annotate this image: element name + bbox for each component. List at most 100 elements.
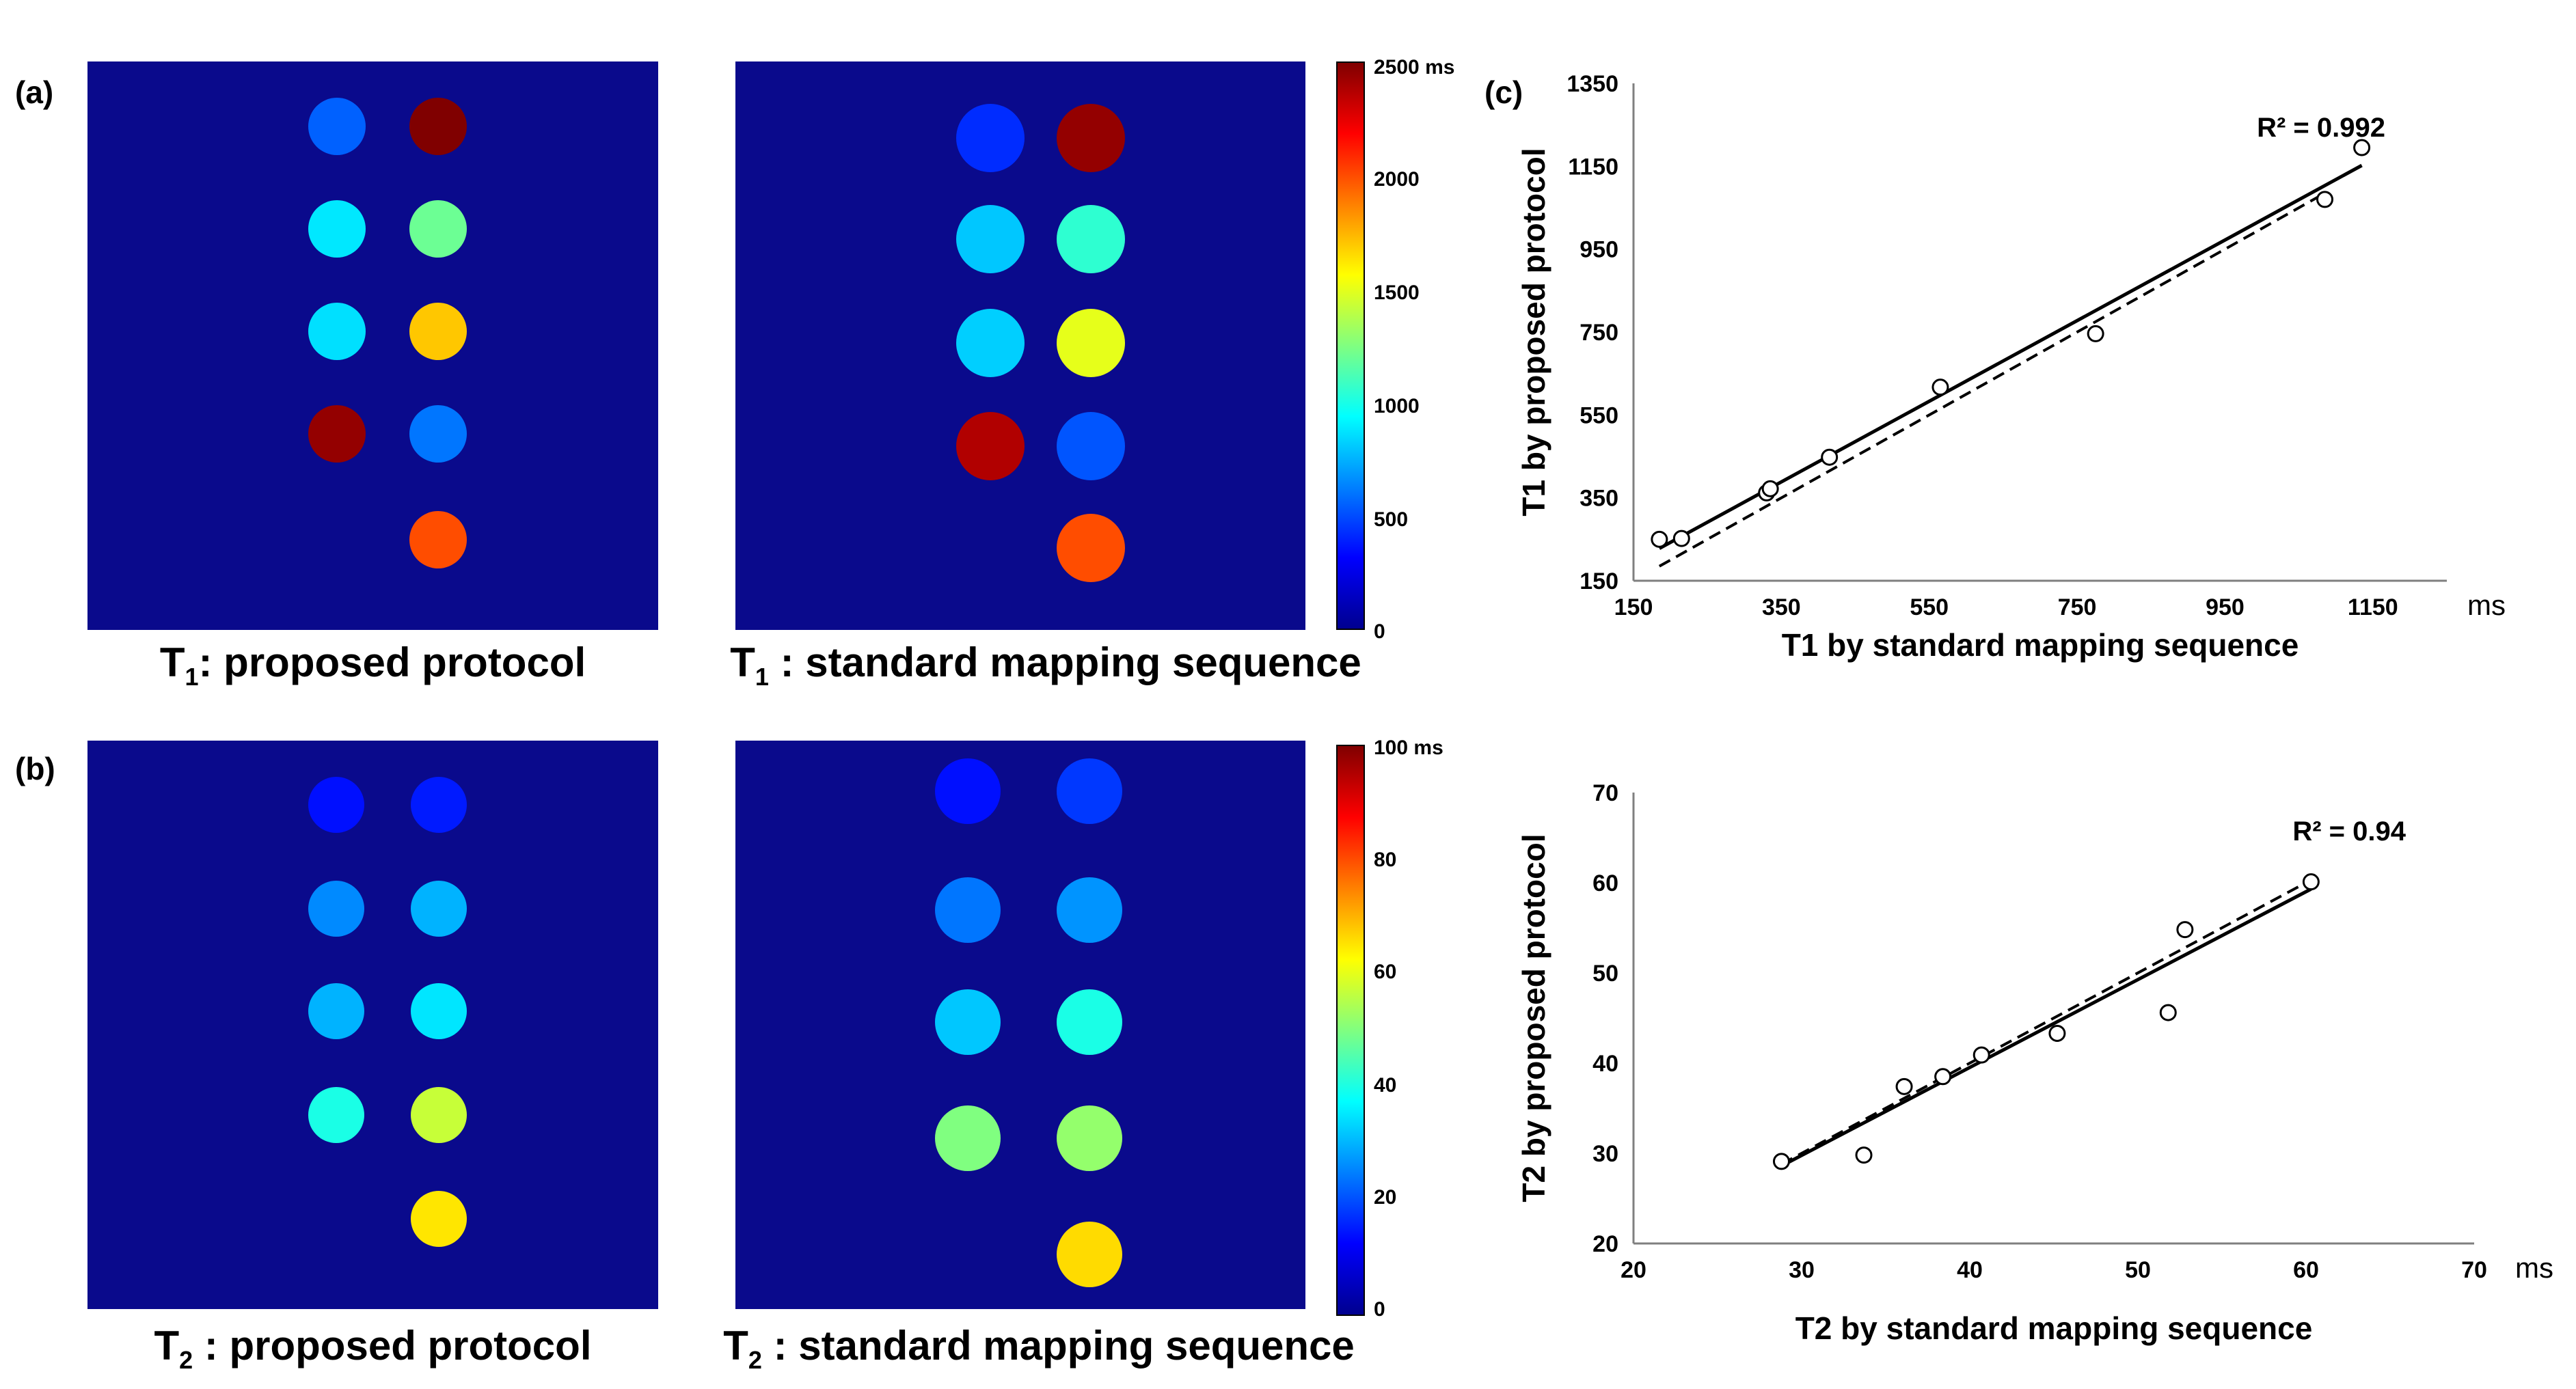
x-tick-label: 60 (2293, 1257, 2319, 1283)
x-unit-label: ms (2515, 1252, 2553, 1284)
y-tick-label: 350 (1580, 486, 1618, 512)
phantom-vial (956, 205, 1025, 273)
x-axis-title: T1 by standard mapping sequence (1782, 627, 2299, 663)
t2-standard-map (735, 741, 1305, 1309)
phantom-vial (411, 1191, 467, 1247)
t2-cb-tick: 80 (1374, 849, 1397, 871)
phantom-vial (1057, 205, 1125, 273)
phantom-vial (308, 98, 366, 155)
x-tick-label: 750 (2058, 594, 2097, 620)
phantom-vial (308, 303, 366, 360)
t2-colorbar (1336, 745, 1365, 1316)
x-tick-label: 150 (1614, 594, 1653, 620)
phantom-vial (409, 98, 467, 155)
y-tick-label: 150 (1580, 568, 1618, 594)
x-axis-title: T2 by standard mapping sequence (1795, 1310, 2313, 1346)
t1-cb-tick: 1500 (1374, 281, 1420, 304)
t1-proposed-map (87, 61, 658, 630)
identity-line (1658, 192, 2326, 568)
phantom-vial (308, 983, 364, 1039)
data-point (1672, 530, 1690, 547)
phantom-vial (1057, 1105, 1122, 1171)
phantom-vial (1057, 758, 1122, 824)
y-tick-label: 40 (1592, 1051, 1618, 1077)
phantom-vial (1057, 989, 1122, 1055)
phantom-vial (411, 777, 467, 833)
caption-t1-proposed: T1: proposed protocol (159, 640, 586, 691)
phantom-vial (935, 989, 1001, 1055)
data-point (2048, 1024, 2066, 1042)
data-point (1761, 480, 1779, 497)
data-point (2302, 873, 2320, 891)
phantom-vial (409, 405, 467, 463)
data-point (1651, 530, 1668, 548)
panel-label-c: (c) (1484, 74, 1523, 110)
y-tick-label: 1150 (1568, 154, 1618, 180)
data-point (2176, 921, 2194, 939)
t2-cb-tick: 100 ms (1374, 737, 1443, 759)
phantom-vial (1057, 309, 1125, 377)
phantom-vial (308, 777, 364, 833)
t1-standard-map (735, 61, 1305, 630)
caption-t2-proposed: T2 : proposed protocol (154, 1323, 592, 1374)
x-unit-label: ms (2467, 589, 2506, 621)
phantom-vial (1057, 104, 1125, 172)
phantom-vial (411, 983, 467, 1039)
data-point (2159, 1004, 2177, 1021)
x-tick-label: 50 (2125, 1257, 2151, 1283)
panel-label-b: (b) (15, 751, 55, 786)
phantom-vial (1057, 1222, 1122, 1287)
t2-cb-tick: 60 (1374, 961, 1397, 983)
t1-cb-tick: 1000 (1374, 395, 1420, 417)
caption-t2-standard: T2 : standard mapping sequence (723, 1323, 1355, 1374)
phantom-vial (411, 1087, 467, 1143)
caption-t1-standard: T1 : standard mapping sequence (730, 640, 1361, 691)
y-tick-label: 550 (1580, 402, 1618, 428)
panel-label-a: (a) (15, 74, 54, 110)
r-squared-annotation: R² = 0.94 (2292, 816, 2406, 847)
t2-scatter-plot: 20 30 40 50 60 70 20 30 40 50 60 70 ms T2 by standard… (1516, 780, 2553, 1346)
x-tick-label: 950 (2206, 594, 2245, 620)
t2-cb-tick: 0 (1374, 1298, 1385, 1321)
t2-cb-tick: 20 (1374, 1186, 1397, 1209)
data-point (1855, 1146, 1873, 1164)
phantom-vial (956, 309, 1025, 377)
t2-cb-tick: 40 (1374, 1074, 1397, 1097)
y-tick-label: 70 (1592, 780, 1618, 806)
t1-cb-tick: 2000 (1374, 168, 1420, 191)
phantom-vial (308, 881, 364, 937)
t1-cb-tick: 500 (1374, 508, 1409, 531)
phantom-vial (308, 1087, 364, 1143)
data-point (1895, 1077, 1913, 1095)
y-tick-label: 60 (1592, 870, 1618, 896)
phantom-vial (1057, 412, 1125, 480)
x-tick-label: 20 (1621, 1257, 1646, 1283)
phantom-vial (409, 303, 467, 360)
y-tick-label: 30 (1592, 1141, 1618, 1167)
x-tick-label: 550 (1910, 594, 1949, 620)
data-point (1934, 1068, 1952, 1086)
x-tick-label: 40 (1957, 1257, 1983, 1283)
x-tick-label: 30 (1789, 1257, 1815, 1283)
regression-line (1780, 888, 2312, 1168)
data-point (1931, 379, 1949, 396)
phantom-vial (308, 405, 366, 463)
phantom-vial (411, 881, 467, 937)
phantom-vial (1057, 877, 1122, 943)
y-tick-label: 50 (1592, 961, 1618, 987)
phantom-vial (935, 758, 1001, 824)
t1-scatter-plot: 150 350 550 750 950 1150 150 350 550 750 950 1150 13… (1516, 71, 2506, 663)
phantom-vial (935, 1105, 1001, 1171)
x-tick-label: 350 (1762, 594, 1801, 620)
phantom-vial (1057, 514, 1125, 582)
phantom-vial (409, 511, 467, 568)
phantom-vial (956, 412, 1025, 480)
r-squared-annotation: R² = 0.992 (2257, 113, 2385, 143)
data-point (2087, 325, 2104, 342)
data-point (1772, 1153, 1790, 1170)
x-tick-label: 1150 (2348, 594, 2398, 620)
phantom-vial (409, 200, 467, 258)
y-tick-label: 750 (1580, 320, 1618, 346)
y-tick-label: 950 (1580, 237, 1618, 263)
t1-cb-tick: 2500 ms (1374, 56, 1455, 79)
